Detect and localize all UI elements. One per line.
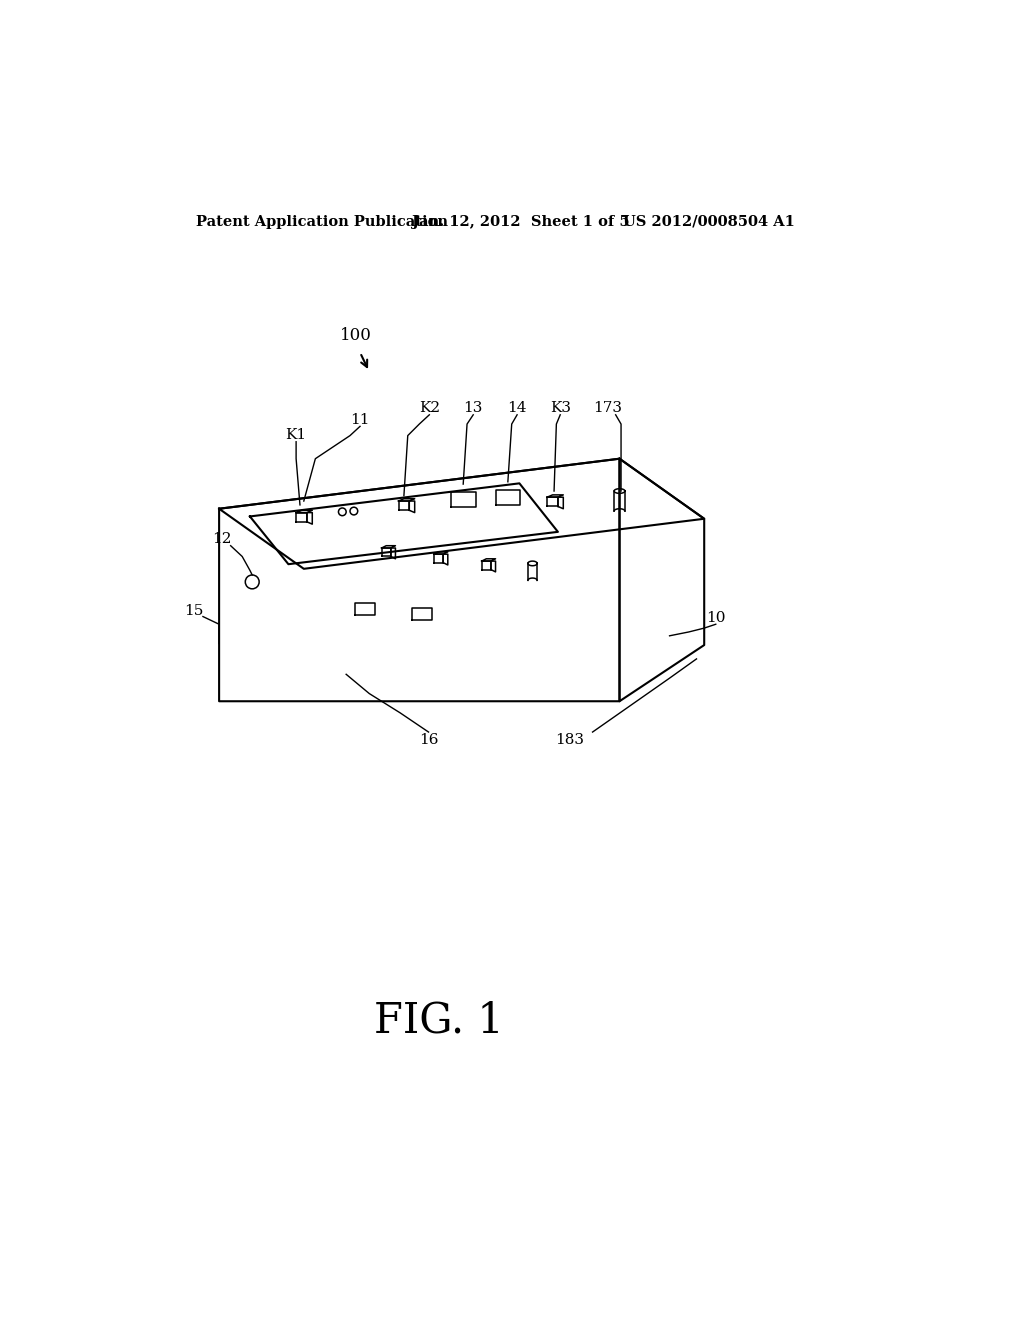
Text: 173: 173 bbox=[594, 401, 623, 416]
Text: 11: 11 bbox=[350, 413, 370, 428]
Text: K2: K2 bbox=[419, 401, 440, 416]
Text: K3: K3 bbox=[550, 401, 570, 416]
Text: 183: 183 bbox=[555, 733, 584, 747]
Text: 100: 100 bbox=[340, 327, 372, 345]
Text: US 2012/0008504 A1: US 2012/0008504 A1 bbox=[624, 215, 796, 228]
Text: 13: 13 bbox=[464, 401, 483, 416]
Text: 16: 16 bbox=[419, 733, 438, 747]
Text: 10: 10 bbox=[706, 611, 726, 624]
Text: 12: 12 bbox=[212, 532, 231, 546]
Text: 15: 15 bbox=[184, 605, 204, 618]
Text: Jan. 12, 2012  Sheet 1 of 5: Jan. 12, 2012 Sheet 1 of 5 bbox=[412, 215, 629, 228]
Text: 14: 14 bbox=[507, 401, 527, 416]
Text: K1: K1 bbox=[286, 429, 306, 442]
Text: FIG. 1: FIG. 1 bbox=[374, 999, 504, 1041]
Text: Patent Application Publication: Patent Application Publication bbox=[196, 215, 449, 228]
